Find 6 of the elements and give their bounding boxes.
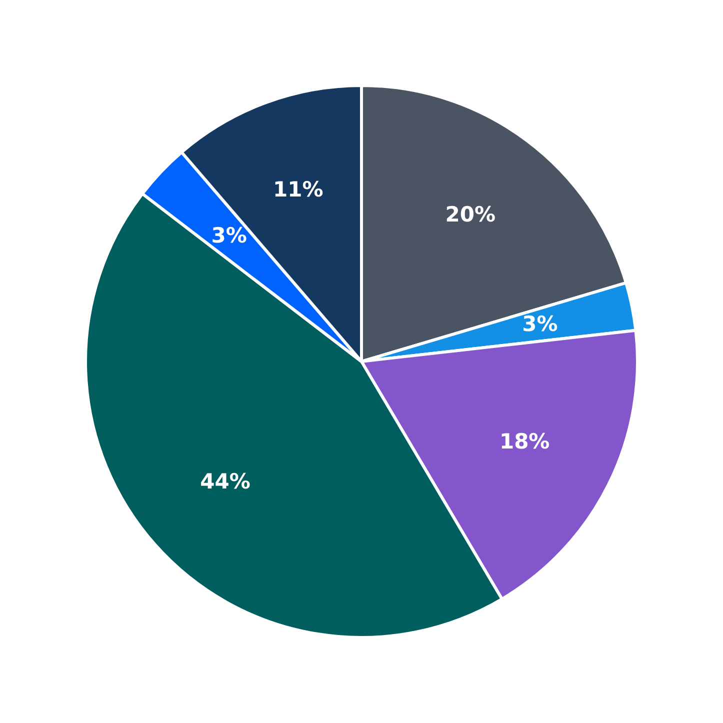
data-label: 20% [445,202,496,226]
data-label: 18% [499,430,550,454]
data-label: 44% [200,469,250,494]
data-label: 3% [522,312,558,336]
data-label: 3% [211,223,247,248]
data-label: 11% [273,178,324,202]
